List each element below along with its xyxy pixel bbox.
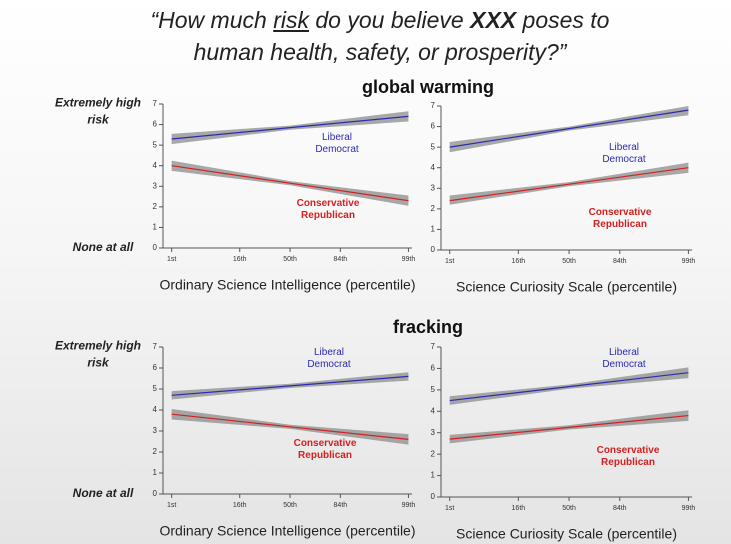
series-label: Liberal Democrat: [602, 142, 646, 165]
question-text: poses to: [516, 7, 610, 33]
y-end-label: Extremely high risk: [55, 96, 141, 127]
y-tick-label: 5: [153, 140, 158, 149]
y-tick-label: 5: [431, 385, 436, 394]
series-label: Conservative Republican: [589, 207, 652, 230]
series-line: [449, 414, 689, 440]
x-axis-label: Ordinary Science Intelligence (percentil…: [159, 523, 415, 539]
series-line: [171, 413, 409, 440]
y-tick-label: 0: [431, 492, 436, 501]
series-label: Liberal Democrat: [315, 132, 359, 155]
y-tick-label: 0: [153, 489, 158, 498]
y-tick-label: 4: [153, 405, 158, 414]
series-label: Liberal Democrat: [307, 347, 351, 370]
y-tick-label: 1: [431, 225, 436, 234]
section-title: fracking: [393, 317, 463, 337]
y-tick-label: 4: [153, 161, 158, 170]
x-axis-label: Ordinary Science Intelligence (percentil…: [159, 277, 415, 293]
y-tick-label: 5: [153, 384, 158, 393]
series-line: [449, 372, 689, 402]
y-tick-label: 3: [153, 426, 158, 435]
y-tick-label: 7: [431, 342, 436, 351]
x-tick-label: 50th: [562, 505, 576, 512]
x-tick-label: 1st: [167, 256, 176, 263]
series-line: [449, 167, 689, 202]
x-tick-label: 1st: [445, 505, 454, 512]
y-tick-label: 1: [431, 471, 436, 480]
y-end-label: None at all: [73, 486, 134, 500]
series-line: [449, 109, 689, 148]
x-tick-label: 16th: [233, 256, 247, 263]
x-tick-label: 50th: [283, 502, 297, 509]
x-tick-label: 99th: [402, 256, 416, 263]
y-tick-label: 6: [153, 363, 158, 372]
question-text: do you believe: [308, 7, 471, 33]
y-end-label: None at all: [73, 240, 134, 254]
series-line: [171, 165, 409, 202]
y-tick-label: 6: [153, 120, 158, 129]
y-tick-label: 7: [153, 99, 158, 108]
y-tick-label: 2: [431, 449, 436, 458]
y-tick-label: 1: [153, 223, 158, 232]
y-tick-label: 5: [431, 142, 436, 151]
series-label: Conservative Republican: [294, 438, 357, 461]
x-tick-label: 1st: [167, 502, 176, 509]
y-tick-label: 2: [153, 447, 158, 456]
y-tick-label: 2: [153, 202, 158, 211]
question: “How much risk do you believe XXX poses …: [60, 4, 700, 68]
y-tick-label: 7: [431, 101, 436, 110]
y-tick-label: 3: [431, 183, 436, 192]
series-line: [171, 115, 409, 140]
question-text: “How much: [150, 7, 274, 33]
series-line: [171, 375, 409, 396]
x-tick-label: 16th: [233, 502, 247, 509]
x-tick-label: 50th: [283, 256, 297, 263]
y-tick-label: 6: [431, 122, 436, 131]
x-tick-label: 84th: [334, 256, 348, 263]
x-axis-label: Science Curiosity Scale (percentile): [456, 526, 677, 542]
x-tick-label: 84th: [613, 505, 627, 512]
y-tick-label: 6: [431, 364, 436, 373]
y-tick-label: 4: [431, 406, 436, 415]
x-tick-label: 16th: [512, 258, 526, 265]
y-tick-label: 0: [431, 245, 436, 254]
y-tick-label: 3: [153, 181, 158, 190]
y-tick-label: 1: [153, 468, 158, 477]
x-axis-label: Science Curiosity Scale (percentile): [456, 279, 677, 295]
y-tick-label: 4: [431, 163, 436, 172]
question-text: XXX: [470, 7, 517, 33]
section-title: global warming: [362, 77, 494, 97]
x-tick-label: 99th: [682, 505, 696, 512]
x-tick-label: 84th: [613, 258, 627, 265]
x-tick-label: 99th: [402, 502, 416, 509]
y-tick-label: 7: [153, 342, 158, 351]
x-tick-label: 16th: [512, 505, 526, 512]
series-label: Liberal Democrat: [602, 347, 646, 370]
series-label: Conservative Republican: [597, 445, 660, 468]
y-tick-label: 3: [431, 428, 436, 437]
x-tick-label: 99th: [682, 258, 696, 265]
series-label: Conservative Republican: [297, 198, 360, 221]
x-tick-label: 84th: [334, 502, 348, 509]
y-tick-label: 0: [153, 243, 158, 252]
x-tick-label: 1st: [445, 258, 454, 265]
x-tick-label: 50th: [562, 258, 576, 265]
y-tick-label: 2: [431, 204, 436, 213]
question-text: human health, safety, or prosperity?”: [193, 39, 567, 65]
question-text: risk: [273, 7, 309, 33]
y-end-label: Extremely high risk: [55, 339, 141, 370]
